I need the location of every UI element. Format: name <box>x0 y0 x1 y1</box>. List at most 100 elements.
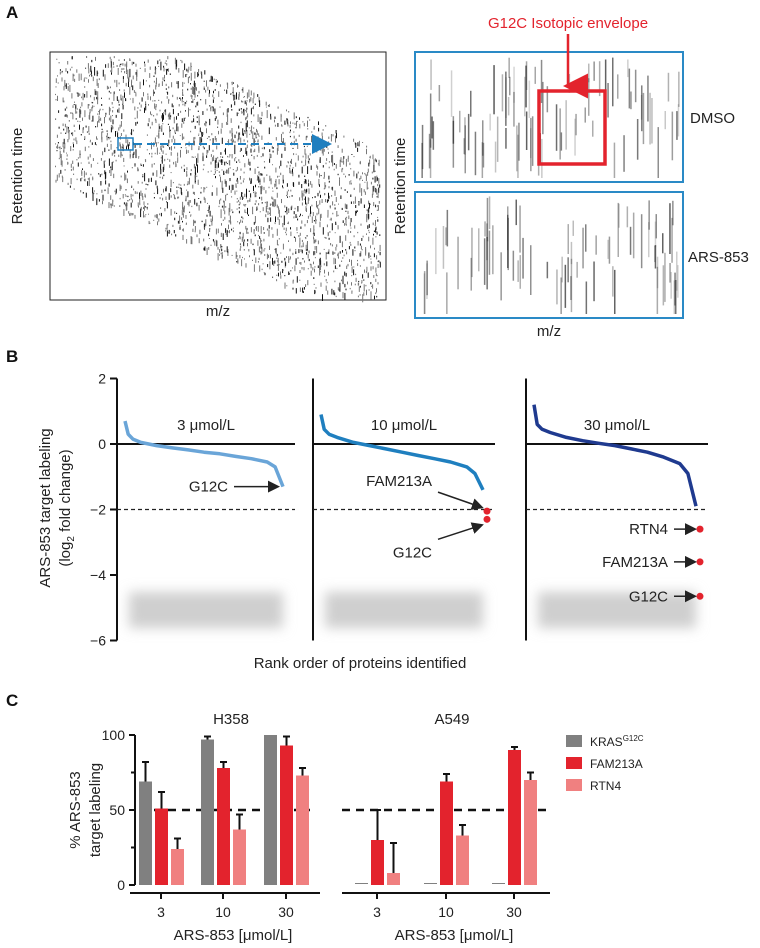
ms-peak <box>162 150 164 154</box>
ms-peak <box>108 202 110 209</box>
ms-peak <box>110 58 112 63</box>
ms-peak <box>165 188 167 192</box>
ms-peak <box>198 134 200 136</box>
ms-peak <box>206 128 207 134</box>
c-ylabel-line1: % ARS-853 <box>67 771 84 849</box>
ms-peak <box>198 90 200 94</box>
ms-peak <box>193 192 195 194</box>
ms-peak <box>186 68 188 72</box>
ms-peak <box>172 108 174 115</box>
ms-peak <box>182 89 184 92</box>
ms-peak-streak <box>517 134 519 178</box>
ms-peak <box>345 217 346 220</box>
ms-peak <box>186 73 188 75</box>
ms-peak <box>206 108 208 111</box>
ms-peak <box>70 146 72 152</box>
ms-peak <box>126 178 128 184</box>
ms-peak <box>159 109 161 112</box>
ms-peak <box>223 200 224 203</box>
ms-peak <box>232 169 234 171</box>
ms-peak <box>244 96 245 98</box>
ms-peak <box>162 77 164 81</box>
ms-peak-streak <box>593 261 595 302</box>
ms-peak <box>282 179 284 184</box>
ms-peak <box>108 90 110 93</box>
ms-peak <box>193 191 195 195</box>
ms-peak-streak <box>459 110 461 133</box>
ms-peak <box>68 120 70 122</box>
ms-peak <box>233 172 235 176</box>
ms-peak <box>373 253 375 258</box>
ms-peak <box>271 227 273 230</box>
ms-peak <box>287 161 289 163</box>
ms-peak <box>312 212 314 217</box>
ms-peak <box>163 174 165 177</box>
ms-peak <box>296 216 298 218</box>
ms-peak <box>252 206 254 214</box>
ms-peak <box>89 140 91 143</box>
ms-peak <box>122 76 124 79</box>
ms-peak <box>145 206 146 208</box>
ms-peak <box>193 86 195 95</box>
ms-peak <box>361 188 363 196</box>
ms-peak <box>227 114 229 122</box>
ms-peak <box>178 196 180 199</box>
c-bar <box>155 808 168 885</box>
ms-peak <box>160 128 162 132</box>
ms-peak <box>121 63 123 65</box>
ms-peak <box>110 168 112 176</box>
ms-peak <box>359 160 361 165</box>
ms-peak <box>289 124 291 128</box>
ms-peak <box>169 164 171 168</box>
ms-peak <box>306 220 308 224</box>
ms-peak-streak <box>656 256 659 289</box>
ms-peak-streak <box>618 203 620 228</box>
ms-peak <box>147 184 149 186</box>
ms-peak <box>113 91 115 101</box>
ms-peak <box>163 145 165 148</box>
b-xlabel: Rank order of proteins identified <box>254 655 467 672</box>
ms-peak <box>264 254 266 256</box>
ms-peak <box>155 104 157 108</box>
ms-peak-streak <box>421 124 424 170</box>
ms-peak <box>304 148 306 155</box>
ms-peak <box>252 131 254 140</box>
ms-peak <box>154 214 156 218</box>
ms-peak <box>260 156 262 158</box>
ms-peak <box>196 87 197 91</box>
ms-peak <box>249 177 250 181</box>
ms-peak <box>295 237 296 242</box>
ms-peak <box>58 173 60 178</box>
ms-peak-streak <box>654 245 656 263</box>
ms-peak <box>101 189 103 191</box>
ms-peak <box>122 95 124 104</box>
ms-peak <box>191 156 193 158</box>
ms-peak <box>365 270 367 274</box>
ms-peak <box>215 157 217 163</box>
ms-peak <box>164 62 166 64</box>
b-ylabel-line2: (log2 fold change) <box>57 449 77 566</box>
ms-peak <box>228 156 230 158</box>
ms-peak <box>159 176 161 179</box>
ms-peak <box>154 103 156 109</box>
ms-peak <box>220 248 222 250</box>
ms-peak <box>216 163 218 169</box>
ms-peak <box>197 153 199 163</box>
ms-peak <box>152 172 154 176</box>
ms-peak <box>122 194 124 199</box>
ms-peak <box>181 210 183 216</box>
ms-peak <box>300 213 301 216</box>
ms-peak <box>198 115 200 125</box>
ms-peak <box>368 256 370 259</box>
ms-peak <box>120 175 122 178</box>
ms-peak <box>145 80 147 82</box>
ms-peak <box>214 136 216 141</box>
ms-peak <box>166 70 168 75</box>
ms-peak <box>324 236 326 239</box>
ms-peak <box>204 223 206 228</box>
ms-peak <box>338 256 339 259</box>
b-subplot-title: 3 μmol/L <box>177 417 235 434</box>
ms-peak <box>183 205 185 209</box>
ms-peak <box>337 145 339 148</box>
